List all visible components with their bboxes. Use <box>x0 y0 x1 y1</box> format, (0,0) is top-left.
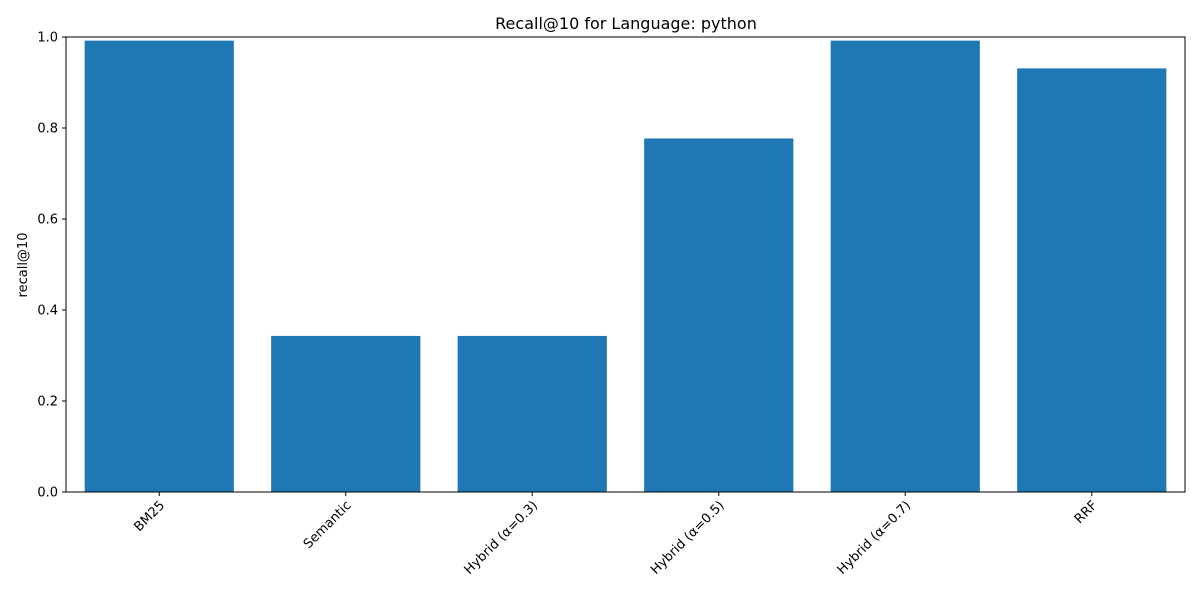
y-tick-label: 0.0 <box>37 486 58 501</box>
y-tick-label: 0.6 <box>37 213 58 228</box>
bar <box>84 40 234 492</box>
bar <box>457 335 607 492</box>
bar <box>830 40 980 492</box>
bar <box>271 335 421 492</box>
bars-group <box>84 40 1167 492</box>
y-tick-label: 1.0 <box>37 31 58 46</box>
y-tick-label: 0.4 <box>37 304 58 319</box>
y-tick-label: 0.8 <box>37 122 58 137</box>
y-axis-label: recall@10 <box>16 233 31 298</box>
bar <box>644 138 794 492</box>
chart-title: Recall@10 for Language: python <box>495 14 757 33</box>
bar <box>1017 68 1167 492</box>
y-axis-ticks: 0.0 0.2 0.4 0.6 0.8 1.0 <box>37 31 66 501</box>
y-tick-label: 0.2 <box>37 395 58 410</box>
plot-frame <box>65 36 1186 493</box>
